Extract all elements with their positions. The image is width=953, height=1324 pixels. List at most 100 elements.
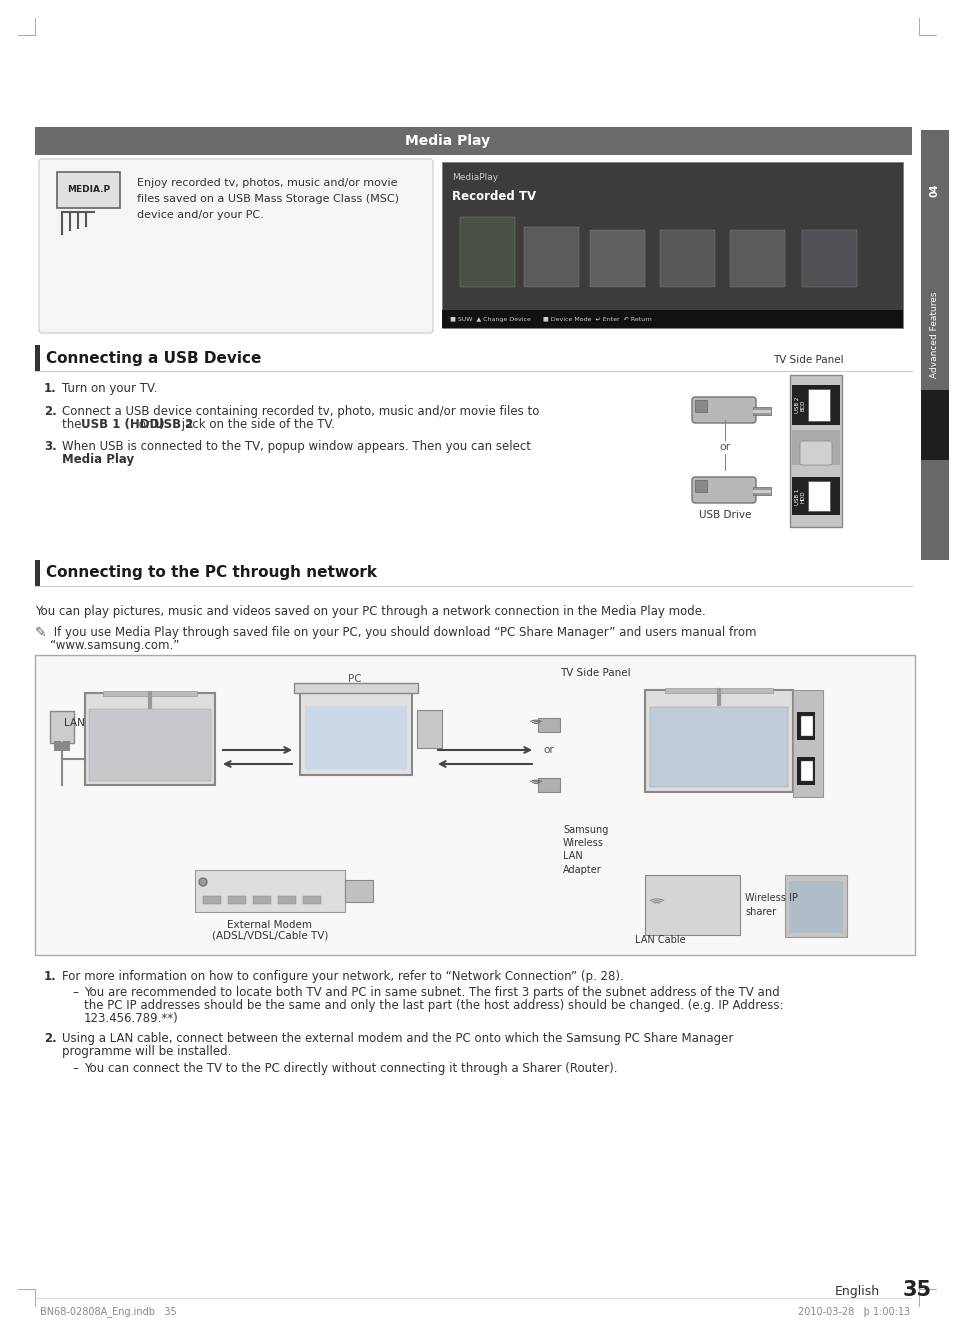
Text: programme will be installed.: programme will be installed.: [62, 1045, 232, 1058]
Text: USB 1 (HDD): USB 1 (HDD): [81, 418, 165, 432]
Text: For more information on how to configure your network, refer to “Network Connect: For more information on how to configure…: [62, 970, 623, 982]
Text: Enjoy recorded tv, photos, music and/or movie: Enjoy recorded tv, photos, music and/or …: [137, 177, 397, 188]
Bar: [589, 230, 644, 287]
Bar: [537, 779, 559, 792]
Bar: [644, 690, 792, 792]
Text: 123.456.789.**): 123.456.789.**): [84, 1012, 178, 1025]
Bar: [35, 560, 40, 587]
FancyBboxPatch shape: [39, 159, 433, 334]
Bar: [459, 217, 515, 287]
Bar: [788, 880, 842, 933]
Text: “www.samsung.com.”: “www.samsung.com.”: [50, 639, 179, 651]
Bar: [57, 172, 120, 208]
Bar: [664, 688, 772, 692]
Bar: [644, 875, 740, 935]
Bar: [194, 870, 345, 912]
Bar: [792, 690, 822, 797]
Text: When USB is connected to the TV, popup window appears. Then you can select: When USB is connected to the TV, popup w…: [62, 440, 531, 453]
Text: 2.: 2.: [44, 1031, 56, 1045]
Text: or: or: [543, 745, 554, 755]
Text: You are recommended to locate both TV and PC in same subnet. The first 3 parts o: You are recommended to locate both TV an…: [84, 986, 779, 1000]
Bar: [791, 385, 840, 425]
Bar: [50, 711, 74, 743]
Text: or: or: [134, 418, 154, 432]
Text: files saved on a USB Mass Storage Class (MSC): files saved on a USB Mass Storage Class …: [137, 195, 398, 204]
Text: Turn on your TV.: Turn on your TV.: [62, 383, 157, 395]
Bar: [695, 400, 706, 412]
Text: 2.: 2.: [44, 405, 56, 418]
Bar: [85, 692, 214, 785]
Text: Connecting a USB Device: Connecting a USB Device: [46, 351, 261, 365]
Text: –: –: [71, 986, 78, 1000]
Bar: [441, 162, 902, 328]
Bar: [305, 706, 407, 771]
Bar: [89, 708, 211, 781]
FancyBboxPatch shape: [691, 397, 755, 422]
Bar: [203, 896, 221, 904]
Bar: [791, 477, 840, 515]
Bar: [784, 875, 846, 937]
Bar: [796, 757, 814, 785]
Bar: [103, 691, 196, 696]
Text: Media Play: Media Play: [404, 134, 489, 148]
Bar: [228, 896, 246, 904]
Text: USB 2
BCD: USB 2 BCD: [794, 397, 804, 413]
Bar: [752, 487, 770, 495]
Text: USB 2: USB 2: [154, 418, 193, 432]
Text: Wireless IP
sharer: Wireless IP sharer: [744, 894, 797, 916]
Bar: [807, 481, 829, 511]
Bar: [277, 896, 295, 904]
Bar: [35, 655, 914, 955]
Text: the: the: [62, 418, 85, 432]
Bar: [920, 130, 948, 391]
Bar: [752, 490, 770, 493]
Text: BN68-02808A_Eng.indb   35: BN68-02808A_Eng.indb 35: [40, 1307, 176, 1317]
Text: LAN: LAN: [64, 718, 85, 728]
Bar: [35, 346, 40, 371]
Bar: [729, 230, 784, 287]
Text: 1.: 1.: [44, 383, 56, 395]
Text: If you use Media Play through saved file on your PC, you should download “PC Sha: If you use Media Play through saved file…: [50, 626, 756, 639]
Bar: [294, 683, 417, 692]
Bar: [791, 430, 840, 465]
Text: 3.: 3.: [44, 440, 56, 453]
Text: Advanced Features: Advanced Features: [929, 291, 939, 379]
FancyBboxPatch shape: [800, 441, 831, 465]
Text: Connecting to the PC through network: Connecting to the PC through network: [46, 565, 376, 580]
Bar: [801, 761, 812, 781]
Text: PC: PC: [348, 674, 361, 685]
Circle shape: [199, 878, 207, 886]
Bar: [649, 707, 787, 786]
Bar: [416, 710, 441, 748]
Text: 35: 35: [902, 1280, 931, 1300]
Bar: [920, 391, 948, 459]
Text: 2010-03-28   þ 1:00:13: 2010-03-28 þ 1:00:13: [797, 1307, 909, 1317]
Text: USB 1
HDD: USB 1 HDD: [794, 489, 804, 506]
Text: –: –: [71, 1062, 78, 1075]
Text: ■ SUW  ▲ Change Device      ■ Device Mode  ↵ Enter  ↶ Return: ■ SUW ▲ Change Device ■ Device Mode ↵ En…: [450, 316, 651, 322]
FancyBboxPatch shape: [691, 477, 755, 503]
Text: or: or: [719, 442, 730, 451]
Text: the PC IP addresses should be the same and only the last part (the host address): the PC IP addresses should be the same a…: [84, 1000, 782, 1012]
Bar: [920, 459, 948, 560]
Bar: [752, 410, 770, 413]
Text: 04: 04: [929, 183, 939, 197]
Text: jack on the side of the TV.: jack on the side of the TV.: [178, 418, 335, 432]
Text: English: English: [834, 1286, 880, 1299]
Bar: [807, 389, 829, 421]
Text: Using a LAN cable, connect between the external modem and the PC onto which the : Using a LAN cable, connect between the e…: [62, 1031, 733, 1045]
Bar: [253, 896, 271, 904]
Bar: [659, 230, 714, 287]
Text: MediaPlay: MediaPlay: [452, 173, 497, 183]
Bar: [345, 880, 373, 902]
Bar: [299, 692, 412, 775]
Bar: [303, 896, 320, 904]
Text: Connect a USB device containing recorded tv, photo, music and/or movie files to: Connect a USB device containing recorded…: [62, 405, 538, 418]
Bar: [441, 310, 902, 328]
Text: ✎: ✎: [35, 626, 47, 639]
Bar: [796, 712, 814, 740]
Bar: [54, 741, 61, 751]
Text: device and/or your PC.: device and/or your PC.: [137, 211, 263, 220]
Text: MEDIA.P: MEDIA.P: [67, 185, 110, 195]
Bar: [801, 716, 812, 736]
